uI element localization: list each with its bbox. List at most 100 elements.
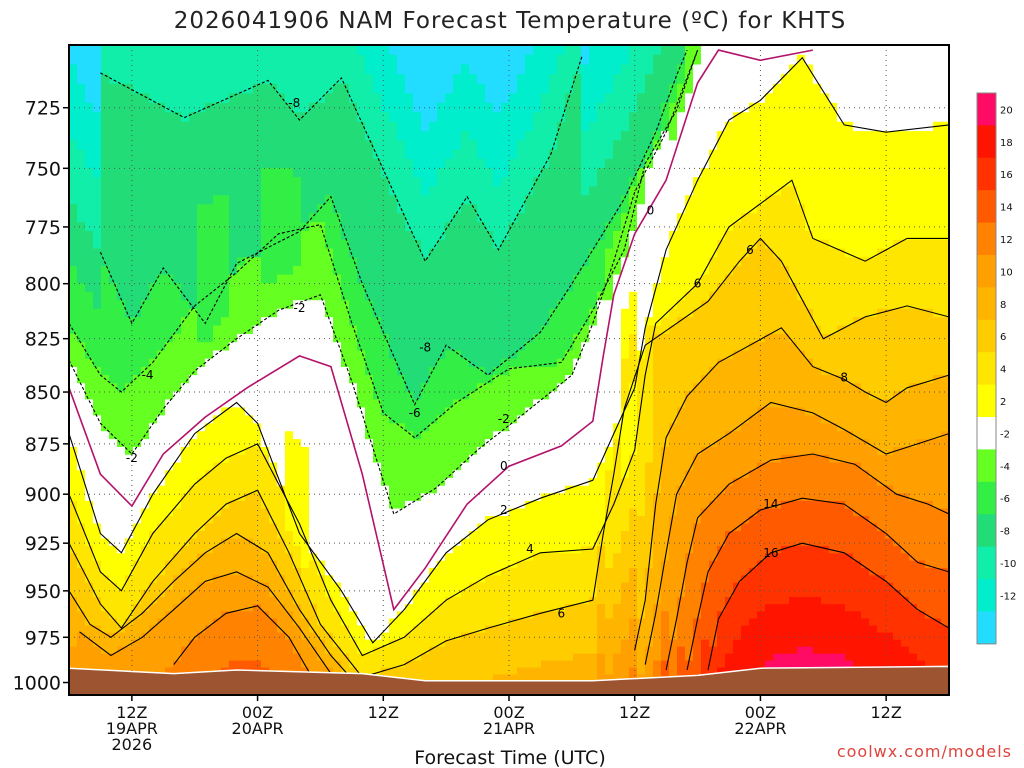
field-cell [805,64,814,232]
field-cell [677,112,686,214]
field-cell [197,632,206,682]
colorbar-frame [976,92,997,645]
field-cell [917,560,926,612]
field-cell [533,500,542,554]
field-cell [85,102,94,169]
field-cell [101,375,110,432]
field-cell [325,317,334,576]
field-cell [261,446,270,456]
field-cell [509,358,518,368]
field-cell [605,446,614,471]
field-cell [125,383,134,456]
field-cell [325,195,334,250]
field-cell [461,589,470,634]
field-cell [797,45,806,56]
field-cell [653,54,662,132]
field-cell [117,553,126,591]
field-cell [509,158,518,223]
field-cell [285,168,294,276]
colorbar-swatch [977,222,996,256]
field-cell [885,632,894,689]
field-cell [341,45,350,85]
field-cell [533,553,542,612]
field-cell [565,485,574,554]
field-cell [533,366,542,400]
field-cell [125,45,134,85]
field-cell [373,399,382,464]
field-cell [861,131,870,258]
field-cell [245,333,254,416]
field-cell [493,186,502,250]
field-cell [205,582,214,627]
field-cell [885,454,894,487]
field-cell [629,45,638,113]
field-cell [613,45,622,75]
field-cell [781,500,790,547]
field-cell [773,407,782,464]
field-cell [717,131,726,241]
field-cell [661,102,670,132]
field-cell [253,45,262,85]
field-cell [853,131,862,258]
field-cell [77,222,86,284]
field-cell [565,291,574,352]
field-cell [509,366,518,424]
field-cell [661,611,670,662]
field-cell [413,500,422,591]
field-cell [717,283,726,360]
field-cell [325,653,334,669]
field-cell [405,391,414,432]
field-cell [453,74,462,151]
field-cell [621,308,630,360]
field-cell [805,454,814,502]
field-cell [493,431,502,517]
field-cell [109,439,118,547]
field-cell [69,45,78,66]
field-cell [197,45,206,113]
field-cell [141,508,150,547]
field-cell [197,531,206,554]
field-cell [309,300,318,554]
field-cell [637,358,646,517]
field-cell [397,611,406,641]
field-cell [733,350,742,432]
field-cell [293,625,302,655]
field-cell [589,545,598,598]
field-cell [93,112,102,178]
field-cell [581,653,590,695]
field-cell [549,553,558,612]
field-cell [669,140,678,232]
field-cell [613,553,622,605]
colorbar-label: 6 [1000,332,1006,343]
field-cell [493,45,502,113]
field-cell [461,462,470,540]
field-cell [813,83,822,241]
field-cell [453,350,462,400]
field-cell [373,317,382,400]
field-cell [429,45,438,123]
field-cell [909,446,918,502]
field-cell [621,257,630,310]
field-cell [421,653,430,695]
field-cell [405,45,414,94]
field-cell [269,283,278,318]
field-cell [421,195,430,258]
field-cell [309,45,318,104]
field-cell [941,508,949,569]
field-cell [285,639,294,689]
colorbar-label: 20 [1000,105,1013,116]
field-cell [389,195,398,360]
field-cell [213,325,222,352]
field-cell [341,366,350,598]
field-cell [109,632,118,655]
field-cell [525,366,534,409]
field-cell [901,446,910,494]
field-cell [293,177,302,267]
field-cell [277,308,286,487]
field-cell [621,639,630,689]
field-cell [85,45,94,104]
field-cell [333,213,342,276]
field-cell [677,596,686,648]
field-cell [149,625,158,682]
field-cell [789,283,798,343]
